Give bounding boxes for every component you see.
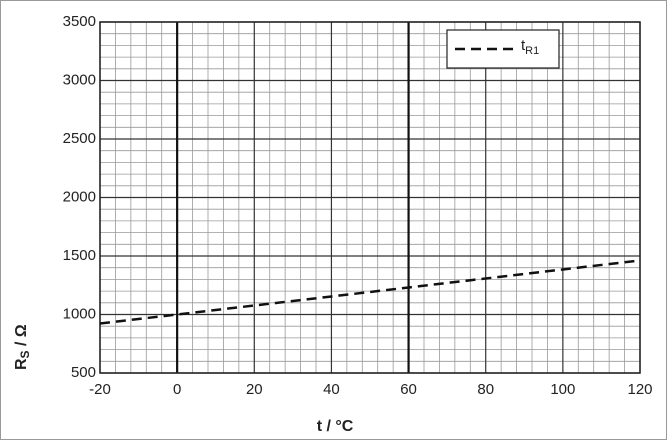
plot-border bbox=[99, 21, 641, 374]
series-line bbox=[99, 259, 641, 325]
y-tick-label: 1000 bbox=[63, 305, 96, 322]
plot: -20 0 20 40 60 80 100 120 500 1000 1500 2000 2500 300… bbox=[63, 13, 653, 398]
legend-label-sub: R1 bbox=[525, 45, 539, 57]
y-tick-label: 1500 bbox=[63, 247, 96, 264]
x-tick-label: -20 bbox=[89, 381, 111, 398]
y-tick-label: 2000 bbox=[63, 188, 96, 205]
y-label-sub: S bbox=[18, 350, 32, 358]
x-axis-label: t / °C bbox=[317, 418, 354, 435]
x-tick-label: 0 bbox=[173, 381, 181, 398]
y-axis-label: RS / Ω bbox=[13, 324, 32, 370]
y-tick-label: 2500 bbox=[63, 130, 96, 147]
x-tick-label: 100 bbox=[550, 381, 575, 398]
x-tick-label: 60 bbox=[400, 381, 417, 398]
y-label-unit: / Ω bbox=[13, 324, 30, 350]
x-tick-label: 40 bbox=[323, 381, 340, 398]
legend-label-main: t bbox=[521, 37, 526, 54]
y-tick-label: 3500 bbox=[63, 13, 96, 30]
x-tick-label: 80 bbox=[477, 381, 494, 398]
y-label-main: R bbox=[13, 358, 30, 370]
x-tick-label: 120 bbox=[627, 381, 652, 398]
x-tick-label: 20 bbox=[246, 381, 263, 398]
legend-label: tR1 bbox=[521, 37, 539, 57]
y-tick-label: 500 bbox=[71, 364, 96, 381]
y-tick-label: 3000 bbox=[63, 71, 96, 88]
